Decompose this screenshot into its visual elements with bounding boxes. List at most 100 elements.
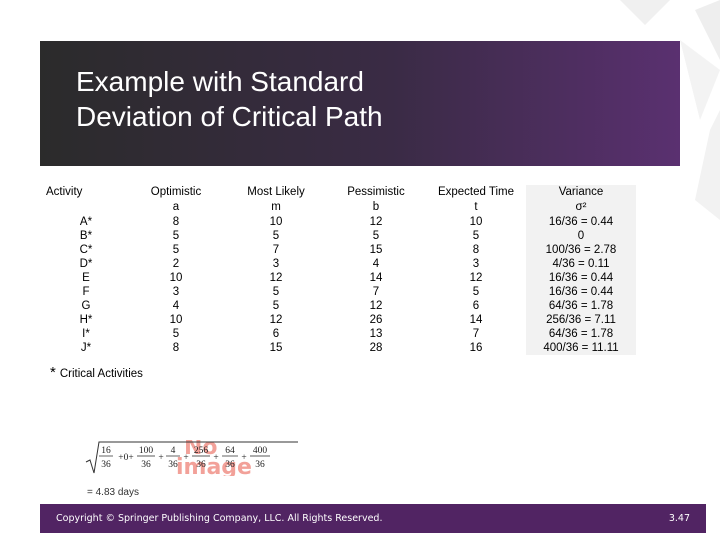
value-cell: 3 [272,258,280,270]
value-cell: 8 [172,342,180,354]
plus-sign-1: + [158,453,163,463]
value-cell: 64/36 = 1.78 [526,327,636,341]
table-row: H* 10 12 26 14 256/36 = 7.11 [46,313,636,327]
critical-activities-note: * Critical Activities [50,364,143,381]
plus-sign-4: + [241,453,246,463]
value-cell: 5 [272,230,280,242]
value-cell: 12 [269,272,283,284]
header-most-likely: Most Likely m [226,185,326,215]
frac-1-den: 36 [101,460,111,470]
value-cell: 400/36 = 11.11 [526,341,636,355]
header-label: Activity [46,186,83,198]
header-variance: Variance σ² [526,185,636,215]
formula-result: = 4.83 days [87,487,139,498]
value-cell: 28 [369,342,383,354]
header-symbol: m [271,200,281,213]
table-header-row: Activity Optimistic a Most Likely m Pess… [46,185,636,215]
frac-3-num: 4 [171,446,176,456]
value-cell: 2 [172,258,180,270]
value-cell: 8 [172,216,180,228]
header-activity: Activity [46,185,126,215]
header-label: Variance [558,186,604,198]
value-cell: 7 [372,286,380,298]
title-band [40,41,680,166]
value-cell: 4 [172,300,180,312]
value-cell: 10 [269,216,283,228]
slide-title-line-2: Deviation of Critical Path [76,101,383,132]
activity-cell: E [82,272,90,284]
header-symbol: t [474,200,478,213]
value-cell: 12 [369,216,383,228]
value-cell: 6 [272,328,280,340]
frac-2-den: 36 [141,460,151,470]
activity-cell: J* [80,342,92,354]
table-row: I* 5 6 13 7 64/36 = 1.78 [46,327,636,341]
activity-cell: B* [79,230,93,242]
activity-cell: G [81,300,91,312]
value-cell: 15 [369,244,383,256]
header-label: Expected Time [437,186,515,198]
plus-zero-plus: +0+ [118,453,133,463]
header-label: Pessimistic [347,186,405,198]
header-symbol: b [372,200,380,213]
value-cell: 16 [469,342,483,354]
table-row: G 4 5 12 6 64/36 = 1.78 [46,299,636,313]
table-row: A* 8 10 12 10 16/36 = 0.44 [46,215,636,229]
value-cell: 4/36 = 0.11 [526,257,636,271]
value-cell: 16/36 = 0.44 [526,271,636,285]
value-cell: 14 [369,272,383,284]
value-cell: 12 [469,272,483,284]
activity-cell: A* [79,216,93,228]
value-cell: 256/36 = 7.11 [526,313,636,327]
activity-cell: H* [79,314,93,326]
table-row: J* 8 15 28 16 400/36 = 11.11 [46,341,636,355]
plus-sign-3: + [213,453,218,463]
slide-title-line-1: Example with Standard [76,66,364,97]
no-image-placeholder-line-2: image [176,455,252,476]
frac-1-num: 16 [101,446,111,456]
frac-2-num: 100 [139,446,154,456]
value-cell: 7 [272,244,280,256]
value-cell: 5 [172,328,180,340]
header-symbol: a [172,200,180,213]
note-text: Critical Activities [59,368,143,380]
activity-cell: F [82,286,90,298]
value-cell: 5 [472,286,480,298]
header-symbol: σ² [575,200,587,213]
header-optimistic: Optimistic a [126,185,226,215]
value-cell: 5 [172,230,180,242]
value-cell: 5 [272,300,280,312]
table-row: E 10 12 14 12 16/36 = 0.44 [46,271,636,285]
frac-3-den: 36 [168,460,178,470]
value-cell: 5 [472,230,480,242]
table-row: D* 2 3 4 3 4/36 = 0.11 [46,257,636,271]
value-cell: 26 [369,314,383,326]
value-cell: 7 [472,328,480,340]
frac-5-num: 64 [225,446,235,456]
value-cell: 14 [469,314,483,326]
frac-6-num: 400 [253,446,268,456]
value-cell: 100/36 = 2.78 [526,243,636,257]
slide-title: Example with Standard Deviation of Criti… [76,64,636,134]
value-cell: 10 [169,314,183,326]
value-cell: 8 [472,244,480,256]
header-label: Most Likely [247,186,305,198]
value-cell: 64/36 = 1.78 [526,299,636,313]
value-cell: 15 [269,342,283,354]
corner-decoration [620,0,720,220]
std-dev-formula: No image 16 36 +0+ 100 36 + 4 36 + 256 3… [85,440,298,476]
value-cell: 10 [169,272,183,284]
value-cell: 5 [172,244,180,256]
activity-cell: D* [79,258,93,270]
header-expected-time: Expected Time t [426,185,526,215]
value-cell: 3 [472,258,480,270]
copyright-text: Copyright © Springer Publishing Company,… [56,513,383,524]
value-cell: 13 [369,328,383,340]
value-cell: 0 [526,229,636,243]
activity-cell: C* [79,244,93,256]
value-cell: 12 [369,300,383,312]
frac-5-den: 36 [225,460,235,470]
table-row: B* 5 5 5 5 0 [46,229,636,243]
value-cell: 5 [372,230,380,242]
value-cell: 10 [469,216,483,228]
